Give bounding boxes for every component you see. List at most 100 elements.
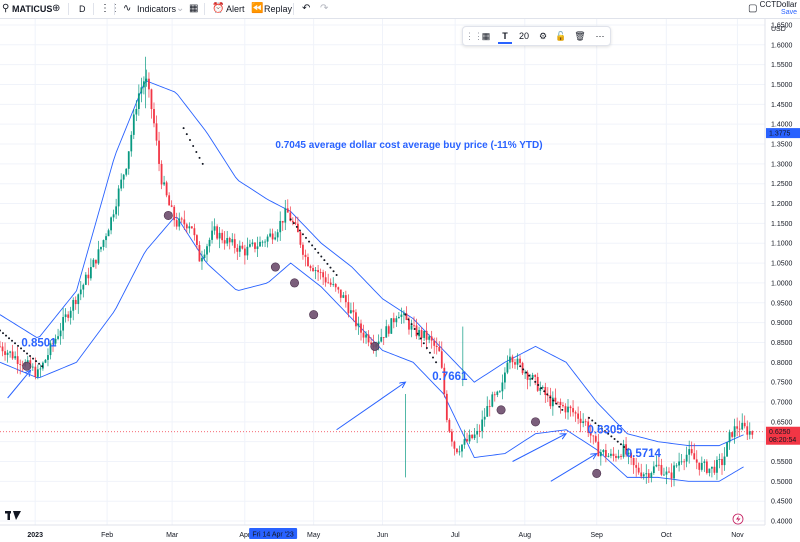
psar-dot bbox=[616, 440, 619, 443]
price-tick-label: 0.9500 bbox=[771, 300, 793, 307]
toolbar-divider bbox=[204, 3, 205, 15]
psar-dot bbox=[301, 233, 304, 236]
undo-icon[interactable]: ↶ bbox=[302, 3, 311, 14]
alert-button[interactable]: Alert bbox=[226, 4, 245, 14]
layouts-grid-icon[interactable]: ▦ bbox=[189, 3, 199, 14]
buy-marker bbox=[592, 468, 602, 478]
candle-body bbox=[433, 340, 436, 346]
time-tick-label: Oct bbox=[661, 532, 672, 539]
candle-body bbox=[72, 299, 75, 311]
alert-clock-icon[interactable]: ⏰ bbox=[212, 3, 225, 14]
psar-dot bbox=[311, 244, 314, 247]
candle-body bbox=[559, 401, 562, 406]
candle-body bbox=[607, 455, 610, 457]
indicators-button[interactable]: Indicators bbox=[137, 4, 177, 14]
candle-body bbox=[52, 343, 54, 345]
candle-body bbox=[153, 109, 155, 124]
price-tick-label: 0.7000 bbox=[771, 399, 793, 406]
candle-body bbox=[569, 406, 572, 409]
candle-body bbox=[390, 318, 393, 334]
candle-body bbox=[69, 310, 72, 318]
symbol-name[interactable]: MATICUS bbox=[12, 4, 53, 14]
price-tick-label: 1.6500 bbox=[771, 22, 793, 29]
candle-body bbox=[360, 323, 362, 333]
candle-body bbox=[201, 257, 203, 262]
candle-body bbox=[89, 267, 92, 279]
candle-body bbox=[259, 241, 261, 247]
candle-body bbox=[746, 426, 749, 435]
dca-price-note[interactable]: 0.7045 average dollar cost average buy p… bbox=[275, 140, 542, 151]
save-link[interactable]: Save bbox=[781, 9, 797, 16]
trend-arrow bbox=[336, 382, 406, 431]
buy-marker bbox=[270, 262, 280, 272]
psar-dot bbox=[519, 365, 522, 368]
psar-dot bbox=[522, 368, 525, 371]
templates-icon[interactable]: ▦ bbox=[481, 31, 491, 41]
price-tick-label: 1.0500 bbox=[771, 261, 793, 268]
price-note[interactable]: 0.7661 bbox=[432, 371, 468, 383]
candle-body bbox=[622, 444, 625, 457]
candle-body bbox=[695, 459, 698, 463]
candle-body bbox=[488, 406, 491, 407]
interval-button[interactable]: D bbox=[79, 4, 86, 14]
candlestick-series bbox=[0, 56, 754, 488]
candle-body bbox=[347, 302, 350, 314]
psar-dot bbox=[289, 218, 292, 221]
candle-body bbox=[397, 316, 400, 319]
lock-icon[interactable]: 🔓 bbox=[555, 31, 567, 41]
candle-body bbox=[344, 295, 347, 303]
candle-body bbox=[370, 342, 373, 345]
crosshair-price-badge bbox=[766, 128, 800, 139]
buy-marker bbox=[163, 210, 173, 220]
price-tick-label: 1.4500 bbox=[771, 102, 793, 109]
candle-body bbox=[713, 466, 716, 473]
candle-body bbox=[155, 123, 158, 141]
candle-body bbox=[357, 323, 360, 327]
symbol-search-icon[interactable]: ⚲ bbox=[2, 3, 10, 14]
candle-body bbox=[42, 362, 44, 369]
chevron-down-icon[interactable]: ⌄ bbox=[176, 3, 185, 14]
candle-body bbox=[458, 451, 461, 453]
layout-square-icon[interactable]: ▢ bbox=[748, 3, 758, 14]
replay-button[interactable]: Replay bbox=[264, 4, 293, 14]
lightning-icon[interactable] bbox=[732, 513, 744, 525]
price-note[interactable]: 0.5714 bbox=[626, 448, 662, 460]
trend-arrow bbox=[7, 370, 31, 399]
drag-handle-icon[interactable]: ⋮⋮ bbox=[465, 31, 483, 41]
candle-body bbox=[387, 326, 390, 334]
parabolic-sar-dots bbox=[0, 127, 629, 451]
psar-dot bbox=[11, 339, 14, 342]
candle-body bbox=[435, 345, 438, 348]
price-note[interactable]: 0.8501 bbox=[21, 337, 57, 349]
account-info[interactable]: CCTDollar Save bbox=[760, 1, 797, 17]
candle-body bbox=[625, 444, 627, 455]
text-color-icon[interactable]: T bbox=[498, 27, 512, 44]
candle-body bbox=[420, 330, 423, 338]
more-icon[interactable]: ⋯ bbox=[595, 31, 605, 41]
candle-body bbox=[173, 206, 176, 221]
price-tick-label: 1.3500 bbox=[771, 142, 793, 149]
candle-body bbox=[673, 465, 675, 479]
psar-dot bbox=[603, 430, 606, 433]
settings-gear-icon[interactable]: ⚙ bbox=[538, 31, 548, 41]
candle-body bbox=[562, 405, 564, 407]
candle-body bbox=[486, 406, 489, 417]
psar-dot bbox=[17, 344, 20, 347]
font-size-button[interactable]: 20 bbox=[518, 31, 529, 41]
last-price-label: 0.6250 bbox=[769, 429, 791, 436]
indicators-icon[interactable]: ∿ bbox=[123, 3, 132, 14]
trash-icon[interactable]: 🗑 bbox=[574, 31, 586, 41]
candle-body bbox=[461, 444, 463, 452]
chart-style-candles-icon[interactable]: ⋮⋮ bbox=[100, 3, 120, 14]
candle-body bbox=[256, 246, 259, 249]
price-note[interactable]: 0.6305 bbox=[588, 425, 624, 437]
candle-body bbox=[228, 237, 231, 243]
candle-body bbox=[233, 239, 236, 248]
replay-icon[interactable]: ⏪ bbox=[251, 3, 264, 14]
candle-body bbox=[175, 220, 178, 227]
candle-body bbox=[289, 212, 292, 221]
candle-body bbox=[440, 351, 443, 368]
redo-icon[interactable]: ↷ bbox=[320, 3, 329, 14]
compare-add-icon[interactable]: ⊕ bbox=[52, 3, 61, 14]
